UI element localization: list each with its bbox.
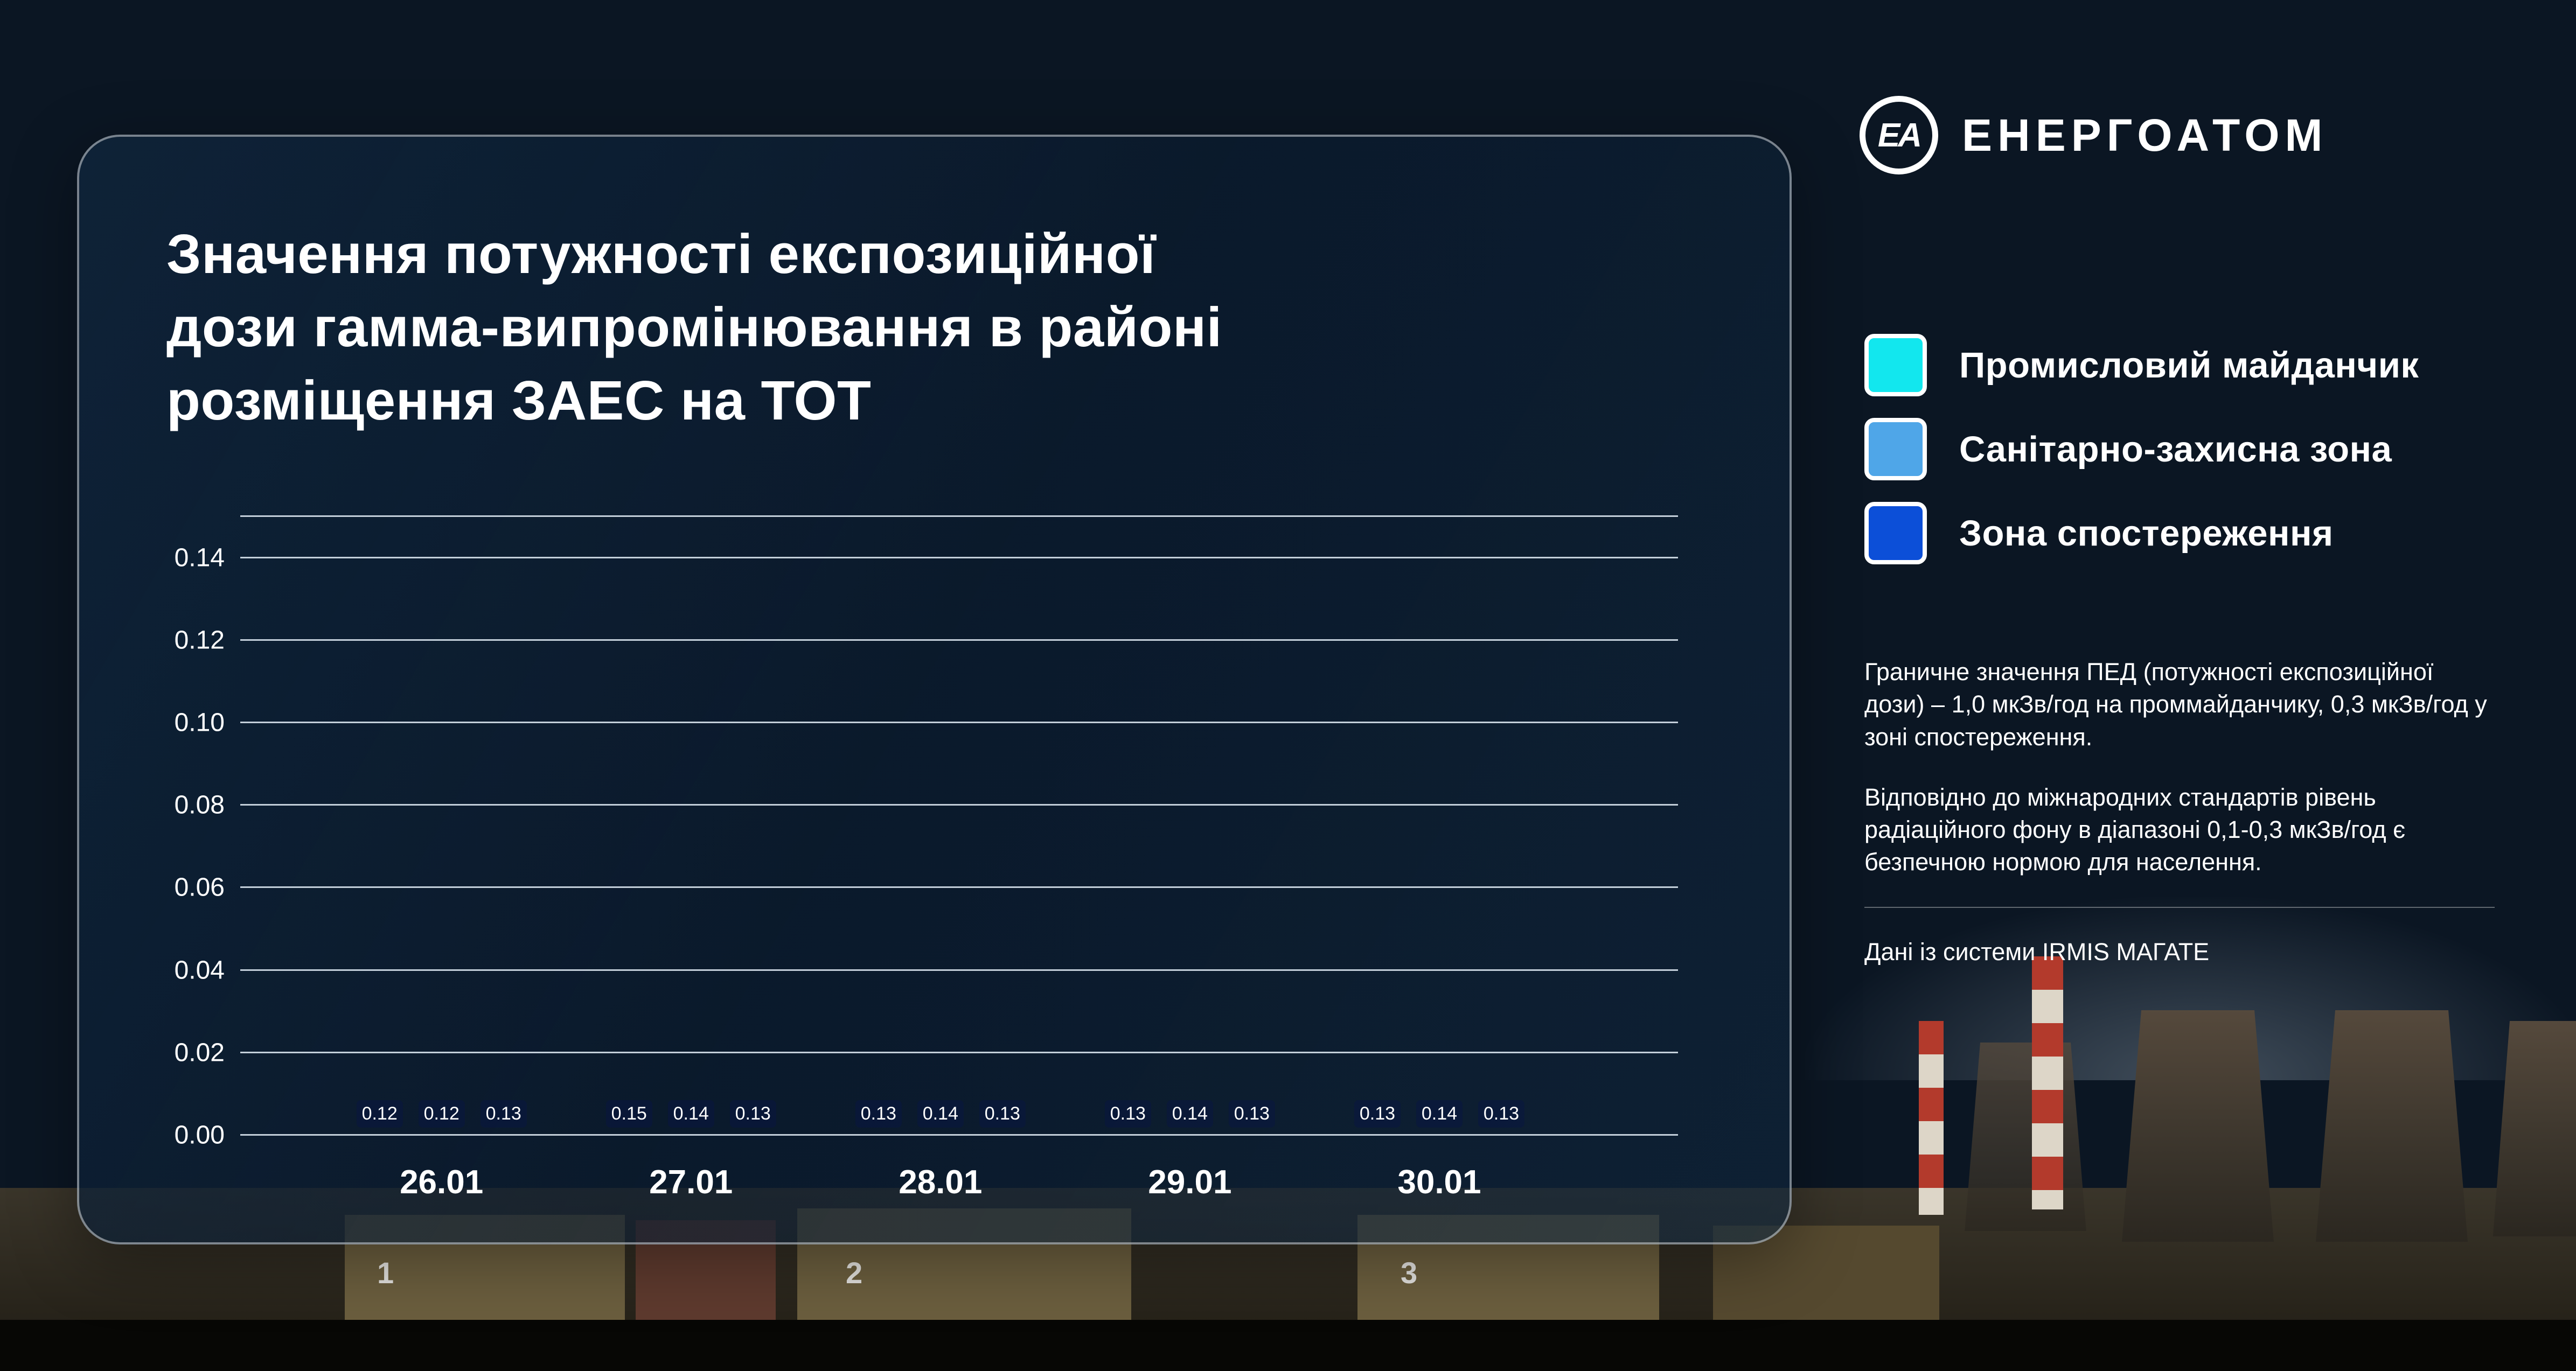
gridline [240,804,1678,806]
note-data-source: Дані із системи IRMIS МАГАТЕ [1864,938,2210,966]
chart-title-line: розміщення ЗАЕС на ТОТ [166,369,872,431]
x-axis-label: 26.01 [400,1164,484,1201]
bar-value-label: 0.14 [1166,1100,1213,1128]
cooling-tower [2122,1010,2274,1242]
legend-label: Санітарно-захисна зона [1959,429,2392,470]
y-tick-label: 0.04 [174,956,225,985]
bar-value-label: 0.13 [480,1100,527,1128]
x-axis-label: 30.01 [1397,1164,1481,1201]
gridline [240,515,1678,517]
striped-chimney [2032,956,2063,1209]
chart-title-line: Значення потужності експозиційної [166,223,1156,285]
notes-divider [1864,906,2495,908]
legend-swatch [1864,418,1927,480]
legend-item: Промисловий майданчик [1864,334,2419,396]
chart-title: Значення потужності експозиційної дози г… [166,218,1222,437]
legend-swatch [1864,334,1927,396]
note-limit-values: Граничне значення ПЕД (потужності експоз… [1864,658,2487,751]
y-tick-label: 0.02 [174,1038,225,1067]
brand: ЕА ЕНЕРГОАТОМ [1860,96,2328,174]
gridline [240,969,1678,971]
cooling-tower [2493,1021,2576,1236]
bar-value-label: 0.13 [855,1100,902,1128]
bar-value-label: 0.15 [605,1100,652,1128]
legend-item: Санітарно-захисна зона [1864,418,2419,480]
chart-card: Значення потужності експозиційної дози г… [77,135,1792,1244]
x-axis-labels: 26.01 27.01 28.01 29.01 30.01 [240,1163,1678,1222]
bar-value-label: 0.13 [1228,1100,1275,1128]
bar-value-label: 0.13 [1354,1100,1401,1128]
bar-value-label: 0.12 [356,1100,403,1128]
gridline [240,1051,1678,1053]
y-tick-label: 0.08 [174,791,225,820]
y-tick-label: 0.14 [174,543,225,572]
chart-legend: Промисловий майданчик Санітарно-захисна з… [1864,334,2419,586]
energoatom-logo-icon: ЕА [1860,96,1938,174]
bar-value-label: 0.13 [1104,1100,1151,1128]
y-tick-label: 0.10 [174,708,225,737]
notes: Граничне значення ПЕД (потужності експоз… [1864,656,2495,996]
bar-value-label: 0.14 [917,1100,964,1128]
note-safe-range: Відповідно до міжнародних стандартів рів… [1864,783,2406,876]
legend-item: Зона спостереження [1864,502,2419,564]
x-axis-label: 27.01 [649,1164,733,1201]
legend-label: Промисловий майданчик [1959,345,2419,386]
cooling-tower [2316,1010,2468,1242]
gridline [240,1134,1678,1136]
gridline [240,886,1678,889]
striped-chimney [1919,1021,1944,1215]
gridline [240,556,1678,558]
chart-title-line: дози гамма-випромінювання в районі [166,296,1222,358]
bar-value-label: 0.14 [667,1100,714,1128]
x-axis-label: 29.01 [1148,1164,1232,1201]
bar-value-label: 0.13 [979,1100,1026,1128]
logo-monogram: ЕА [1877,116,1922,154]
legend-swatch [1864,502,1927,564]
y-tick-label: 0.12 [174,626,225,655]
y-tick-label: 0.00 [174,1121,225,1150]
bar-value-label: 0.13 [729,1100,776,1128]
bar-value-label: 0.13 [1478,1100,1525,1128]
gridline [240,639,1678,641]
y-tick-label: 0.06 [174,873,225,902]
brand-name: ЕНЕРГОАТОМ [1962,109,2328,160]
plant-photo: 1 2 3 [0,833,2576,1371]
unit-number: 3 [1401,1256,1418,1290]
y-axis-labels: 0.00 0.02 0.04 0.06 0.08 0.10 0.12 0.14 [133,516,225,1149]
unit-number: 2 [846,1256,863,1290]
unit-number: 1 [377,1256,394,1290]
legend-label: Зона спостереження [1959,513,2334,554]
plant-ground [0,1320,2576,1371]
cooling-tower [1965,1043,2086,1231]
x-axis-label: 28.01 [899,1164,983,1201]
bar-value-label: 0.14 [1416,1100,1463,1128]
gridline [240,722,1678,723]
bar-value-label: 0.12 [418,1100,465,1128]
plot-area: 0.12 0.12 0.13 0.15 0.14 0.13 0.13 0.14 0.13 0.13… [240,515,1678,1136]
